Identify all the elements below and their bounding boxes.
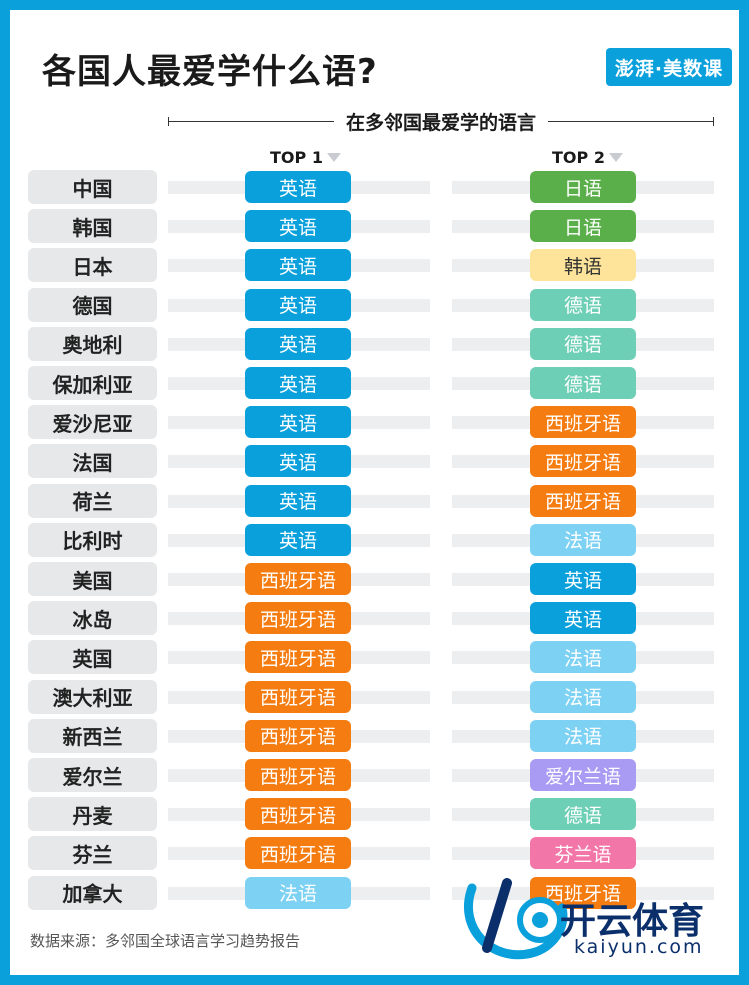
table-row: 比利时 英语 法语 (10, 522, 739, 557)
country-label: 爱沙尼亚 (28, 405, 157, 440)
chart-title: 各国人最爱学什么语? (42, 52, 378, 92)
table-row: 法国 英语 西班牙语 (10, 444, 739, 479)
country-label: 法国 (28, 444, 157, 479)
country-label: 英国 (28, 640, 157, 675)
language-pill-top2: 英语 (530, 563, 636, 595)
table-row: 美国 西班牙语 英语 (10, 562, 739, 596)
country-label: 澳大利亚 (28, 679, 157, 714)
language-pill-top2: 日语 (530, 210, 636, 243)
language-pill-top2: 芬兰语 (530, 837, 636, 870)
sort-triangle-icon (326, 153, 341, 162)
country-label: 保加利亚 (28, 366, 157, 400)
language-pill-top2: 法语 (530, 523, 636, 556)
data-source: 数据来源：多邻国全球语言学习趋势报告 (30, 932, 301, 950)
language-pill-top1: 西班牙语 (245, 563, 351, 595)
language-pill-top1: 英语 (245, 406, 351, 439)
table-row: 新西兰 西班牙语 法语 (10, 718, 739, 753)
sort-triangle-icon (608, 153, 623, 162)
table-row: 中国 英语 日语 (10, 170, 739, 204)
table-row: 日本 英语 韩语 (10, 248, 739, 283)
watermark-name: 开云体育 (560, 901, 705, 942)
table-row: 保加利亚 英语 德语 (10, 366, 739, 400)
language-pill-top2: 英语 (530, 602, 636, 635)
language-pill-top1: 西班牙语 (245, 837, 351, 870)
table-row: 丹麦 西班牙语 德语 (10, 797, 739, 832)
language-pill-top2: 西班牙语 (530, 406, 636, 439)
country-label: 日本 (28, 248, 157, 283)
brand-logo: 澎湃·美数课 (606, 48, 732, 86)
language-pill-top1: 西班牙语 (245, 602, 351, 635)
country-label: 爱尔兰 (28, 758, 157, 792)
language-pill-top1: 西班牙语 (245, 641, 351, 674)
table-row: 爱沙尼亚 英语 西班牙语 (10, 405, 739, 440)
table-row: 德国 英语 德语 (10, 287, 739, 322)
language-pill-top2: 西班牙语 (530, 445, 636, 478)
language-pill-top1: 英语 (245, 288, 351, 321)
language-pill-top2: 西班牙语 (530, 484, 636, 517)
country-label: 比利时 (28, 522, 157, 557)
table-row: 澳大利亚 西班牙语 法语 (10, 679, 739, 714)
country-label: 奥地利 (28, 326, 157, 361)
country-label: 美国 (28, 562, 157, 596)
language-pill-top1: 法语 (245, 876, 351, 909)
language-pill-top1: 西班牙语 (245, 719, 351, 752)
language-pill-top2: 法语 (530, 680, 636, 713)
language-pill-top2: 法语 (530, 641, 636, 674)
country-label: 德国 (28, 287, 157, 322)
language-pill-top1: 西班牙语 (245, 759, 351, 791)
language-pill-top2: 日语 (530, 171, 636, 203)
country-label: 冰岛 (28, 601, 157, 636)
language-pill-top1: 西班牙语 (245, 680, 351, 713)
subtitle-line-right (548, 116, 715, 126)
language-pill-top1: 英语 (245, 249, 351, 282)
language-pill-top1: 英语 (245, 484, 351, 517)
language-pill-top2: 韩语 (530, 249, 636, 282)
country-label: 荷兰 (28, 483, 157, 518)
subtitle-line-left (168, 116, 334, 126)
column-header-top2-label: TOP 2 (552, 148, 605, 167)
country-label: 丹麦 (28, 797, 157, 832)
language-pill-top2: 法语 (530, 719, 636, 752)
column-header-top1-label: TOP 1 (270, 148, 323, 167)
subtitle-bar: 在多邻国最爱学的语言 (168, 106, 715, 136)
table-row: 芬兰 西班牙语 芬兰语 (10, 836, 739, 871)
table-row: 韩国 英语 日语 (10, 209, 739, 244)
language-pill-top2: 德语 (530, 367, 636, 399)
table-row: 爱尔兰 西班牙语 爱尔兰语 (10, 758, 739, 792)
column-header-top2: TOP 2 (552, 148, 623, 167)
language-pill-top2: 德语 (530, 327, 636, 360)
chart-subtitle: 在多邻国最爱学的语言 (346, 111, 537, 134)
language-pill-top2: 德语 (530, 798, 636, 831)
country-label: 中国 (28, 170, 157, 204)
language-pill-top1: 英语 (245, 171, 351, 203)
country-label: 韩国 (28, 209, 157, 244)
language-pill-top1: 西班牙语 (245, 798, 351, 831)
table-row: 荷兰 英语 西班牙语 (10, 483, 739, 518)
country-label: 芬兰 (28, 836, 157, 871)
language-pill-top1: 英语 (245, 367, 351, 399)
table-row: 奥地利 英语 德语 (10, 326, 739, 361)
country-label: 加拿大 (28, 875, 157, 910)
country-label: 新西兰 (28, 718, 157, 753)
watermark-url: kaiyun.com (574, 936, 704, 958)
language-pill-top1: 英语 (245, 445, 351, 478)
chart-card: 各国人最爱学什么语? 澎湃·美数课 在多邻国最爱学的语言 TOP 1 TOP 2… (10, 10, 739, 975)
language-pill-top2: 爱尔兰语 (530, 759, 636, 791)
language-pill-top2: 德语 (530, 288, 636, 321)
language-pill-top1: 英语 (245, 210, 351, 243)
table-row: 冰岛 西班牙语 英语 (10, 601, 739, 636)
language-pill-top1: 英语 (245, 327, 351, 360)
language-pill-top1: 英语 (245, 523, 351, 556)
table-row: 英国 西班牙语 法语 (10, 640, 739, 675)
column-header-top1: TOP 1 (270, 148, 341, 167)
